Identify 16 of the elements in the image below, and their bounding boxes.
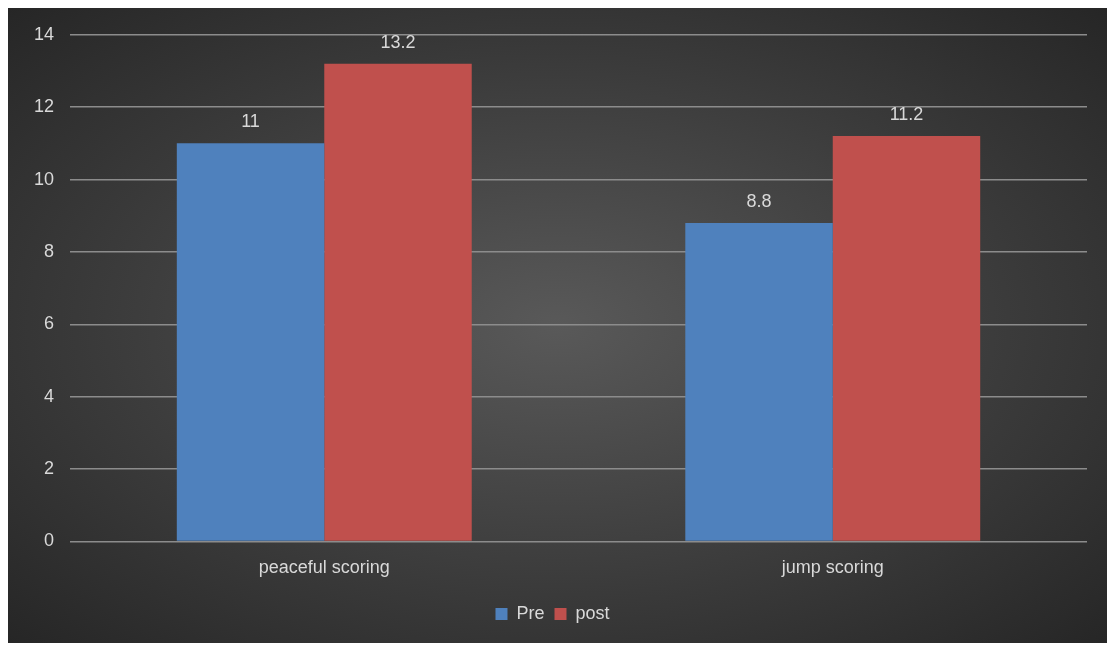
y-tick-label: 8 <box>44 240 55 261</box>
data-label: 13.2 <box>380 31 416 52</box>
y-tick-label: 12 <box>33 96 55 117</box>
legend-label: post <box>575 602 610 623</box>
y-tick-label: 6 <box>44 313 55 334</box>
y-tick-label: 2 <box>44 458 55 478</box>
data-label: 8.8 <box>746 190 772 211</box>
data-label: 11.2 <box>889 104 924 125</box>
y-tick-label: 10 <box>33 168 55 189</box>
legend-label: Pre <box>516 602 545 623</box>
x-tick-label: peaceful scoring <box>258 557 390 578</box>
y-tick-label: 4 <box>44 385 55 406</box>
data-label: 11 <box>241 111 260 132</box>
y-tick-label: 14 <box>33 23 55 44</box>
y-tick-label: 0 <box>44 530 55 551</box>
x-tick-label: jump scoring <box>780 557 884 578</box>
